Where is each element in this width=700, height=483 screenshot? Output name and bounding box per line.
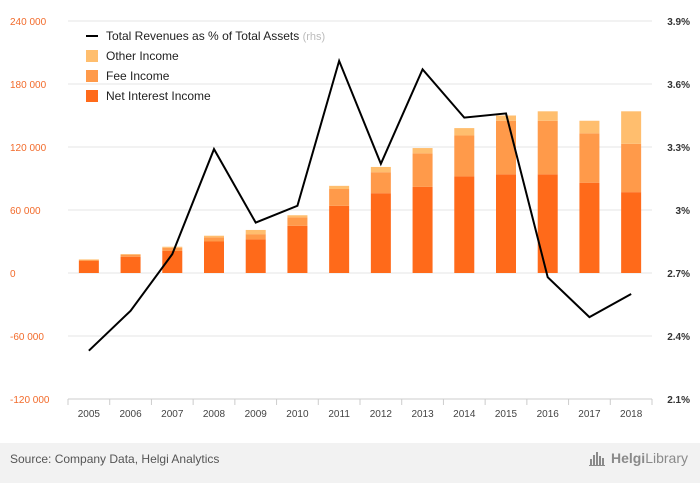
bar-segment	[454, 128, 475, 136]
bar-segment	[120, 256, 141, 273]
bar-segment	[579, 120, 600, 134]
x-axis-tick: 2018	[620, 409, 643, 420]
bar-segment	[204, 235, 224, 238]
right-axis-tick: 3.3%	[667, 143, 690, 154]
x-axis-tick: 2011	[328, 409, 350, 420]
bar-segment	[287, 225, 308, 273]
x-axis-tick: 2016	[537, 409, 560, 420]
x-axis-tick: 2006	[119, 409, 142, 420]
left-axis-tick: 0	[10, 269, 16, 280]
left-axis-tick: 120 000	[10, 143, 47, 154]
bar-segment	[120, 254, 141, 257]
bar-segment	[204, 237, 224, 242]
x-axis-tick: 2012	[370, 409, 393, 420]
left-axis-tick: 240 000	[10, 17, 47, 28]
revenue-ratio-line	[88, 57, 632, 352]
bar-segment	[329, 205, 350, 273]
bar-segment	[287, 217, 308, 226]
bar-segment	[245, 239, 266, 273]
right-axis-tick: 2.1%	[667, 395, 690, 406]
bar-segment	[621, 111, 642, 144]
right-axis-tick: 2.4%	[667, 332, 690, 343]
right-axis-tick: 3.6%	[667, 80, 690, 91]
bar-segment	[204, 241, 224, 273]
x-axis-tick: 2017	[578, 409, 601, 420]
left-axis-tick: 60 000	[10, 206, 41, 217]
right-axis-tick: 3.9%	[667, 17, 690, 28]
legend-swatch	[86, 50, 98, 62]
bar-segment	[162, 250, 183, 273]
x-axis-tick: 2010	[286, 409, 309, 420]
bar-segment	[162, 246, 183, 248]
bar-segment	[621, 143, 642, 193]
bar-segment	[579, 182, 600, 273]
legend-label: Other Income	[106, 49, 179, 63]
bar-segment	[537, 174, 558, 273]
x-axis-tick: 2007	[161, 409, 184, 420]
bar-segment	[454, 135, 475, 177]
library-logo-icon	[588, 452, 605, 466]
x-axis-tick: 2013	[411, 409, 434, 420]
x-axis-tick: 2014	[453, 409, 476, 420]
x-axis-tick: 2015	[495, 409, 518, 420]
x-axis-tick: 2005	[78, 409, 101, 420]
bar-segment	[78, 259, 99, 260]
bar-segment	[496, 115, 516, 121]
bar-segment	[329, 185, 350, 189]
bar-segment	[370, 172, 391, 194]
bar-segment	[370, 166, 391, 173]
legend-label: Fee Income	[106, 69, 170, 83]
chart: -120 000 -60 000 0 60 000 120 000 180 000 240 …	[10, 17, 690, 420]
x-axis-tick: 2008	[203, 409, 226, 420]
bar-segment	[496, 120, 516, 175]
axes: -120 000 -60 000 0 60 000 120 000 180 000 240 …	[10, 17, 690, 420]
bar-segment	[162, 247, 183, 251]
legend-swatch	[86, 70, 98, 82]
left-axis-tick: -120 000	[10, 395, 50, 406]
legend-label: Net Interest Income	[106, 89, 211, 103]
bar-segment	[245, 229, 266, 235]
legend-swatch	[86, 90, 98, 102]
brand-logo: HelgiLibrary	[588, 450, 688, 466]
right-axis-tick: 2.7%	[667, 269, 690, 280]
bar-segment	[537, 111, 558, 121]
brand-part2: Library	[645, 450, 688, 466]
legend: Total Revenues as % of Total Assets (rhs…	[86, 29, 325, 103]
bar-segment	[370, 193, 391, 273]
bar-segment	[496, 174, 516, 273]
left-axis-tick: -60 000	[10, 332, 44, 343]
bar-segment	[120, 254, 141, 255]
bar-segment	[454, 176, 475, 273]
right-axis-tick: 3%	[676, 206, 691, 217]
source-text: Source: Company Data, Helgi Analytics	[10, 452, 220, 466]
bar-segment	[245, 234, 266, 240]
bar-segment	[412, 186, 433, 273]
legend-rhs-suffix: (rhs)	[303, 31, 326, 43]
left-axis-tick: 180 000	[10, 80, 47, 91]
bar-segment	[412, 153, 433, 187]
line-path	[88, 57, 632, 352]
bars	[78, 111, 642, 273]
bar-segment	[329, 189, 350, 206]
brand-part1: Helgi	[610, 450, 646, 466]
bar-segment	[78, 260, 99, 273]
bar-segment	[537, 120, 558, 175]
footer: Source: Company Data, Helgi Analytics He…	[0, 443, 700, 483]
legend-label: Total Revenues as % of Total Assets (rhs…	[106, 29, 325, 43]
bar-segment	[287, 215, 308, 218]
bar-segment	[78, 259, 99, 261]
bar-segment	[412, 148, 433, 154]
x-axis-tick: 2009	[245, 409, 268, 420]
bar-segment	[579, 133, 600, 183]
bar-segment	[621, 192, 642, 273]
